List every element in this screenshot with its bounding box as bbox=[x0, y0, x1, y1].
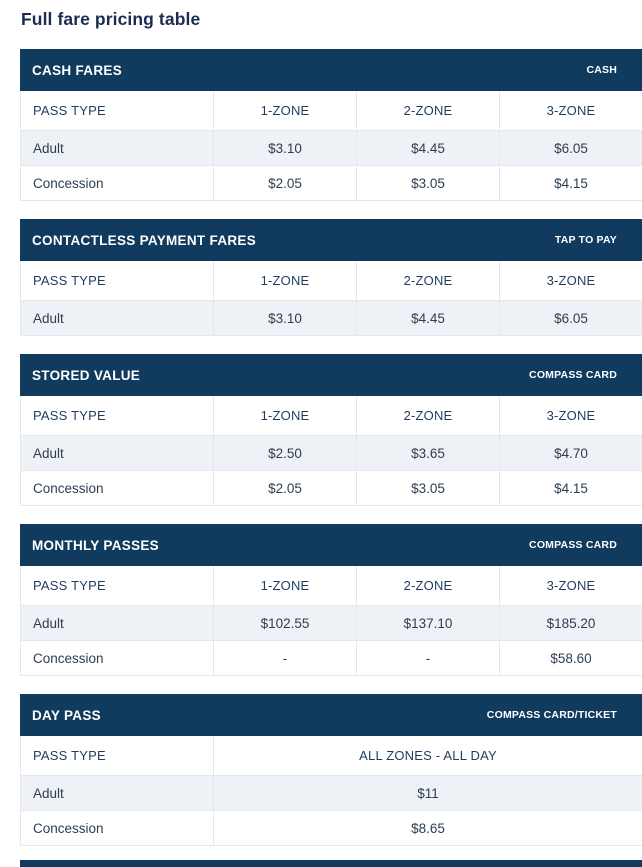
column-header-cell: 3-ZONE bbox=[499, 566, 642, 605]
price-cell: $4.15 bbox=[499, 471, 642, 505]
row-label-cell: Adult bbox=[33, 310, 64, 326]
column-header-row: PASS TYPE 1-ZONE 2-ZONE 3-ZONE bbox=[21, 396, 642, 436]
column-header-row: PASS TYPE ALL ZONES - ALL DAY bbox=[21, 736, 642, 776]
table-title: DAY PASS bbox=[32, 707, 101, 723]
price-cell: $137.10 bbox=[356, 606, 499, 640]
column-header-row: PASS TYPE 1-ZONE 2-ZONE 3-ZONE bbox=[21, 566, 642, 606]
data-row: Concession $8.65 bbox=[21, 811, 642, 846]
price-cell: $3.05 bbox=[356, 471, 499, 505]
price-cell: $4.45 bbox=[356, 301, 499, 335]
fare-table-contactless-payment-fares: CONTACTLESS PAYMENT FARES TAP TO PAY PASS … bbox=[20, 219, 642, 336]
column-header-cell: 1-ZONE bbox=[213, 566, 356, 605]
table-title: CASH FARES bbox=[32, 62, 123, 78]
fare-table-cash-fares: CASH FARES CASH PASS TYPE 1-ZONE 2-ZONE 3-ZON… bbox=[20, 49, 642, 201]
price-cell: $4.15 bbox=[499, 166, 642, 200]
table-badge: COMPASS CARD bbox=[529, 369, 617, 381]
table-title: MONTHLY PASSES bbox=[32, 537, 159, 553]
row-label-cell: Concession bbox=[33, 650, 104, 666]
column-header-cell: PASS TYPE bbox=[33, 578, 106, 593]
column-header-cell: 1-ZONE bbox=[213, 261, 356, 300]
price-cell: $185.20 bbox=[499, 606, 642, 640]
column-header-cell: 3-ZONE bbox=[499, 91, 642, 130]
price-cell: $2.05 bbox=[213, 166, 356, 200]
fare-table-day-pass: DAY PASS COMPASS CARD/TICKET PASS TYPE ALL … bbox=[20, 694, 642, 846]
price-cell: $2.50 bbox=[213, 436, 356, 470]
table-title: STORED VALUE bbox=[32, 367, 141, 383]
table-badge: CASH bbox=[586, 64, 617, 76]
row-label-cell: Adult bbox=[33, 140, 64, 156]
price-cell: $4.45 bbox=[356, 131, 499, 165]
price-cell: $58.60 bbox=[499, 641, 642, 675]
column-header-cell: 1-ZONE bbox=[213, 91, 356, 130]
fare-pricing-page: Full fare pricing table CASH FARES CASH PA… bbox=[0, 7, 642, 846]
column-header-cell: PASS TYPE bbox=[33, 103, 106, 118]
data-row: Adult $3.10 $4.45 $6.05 bbox=[21, 131, 642, 166]
data-row: Adult $11 bbox=[21, 776, 642, 811]
price-cell: $3.10 bbox=[213, 131, 356, 165]
table-header-day-pass: DAY PASS COMPASS CARD/TICKET bbox=[20, 694, 642, 736]
row-label-cell: Concession bbox=[33, 480, 104, 496]
price-cell: $11 bbox=[213, 776, 642, 810]
table-body: PASS TYPE 1-ZONE 2-ZONE 3-ZONE Adult $3.10 $4.… bbox=[20, 91, 642, 201]
data-row: Concession $2.05 $3.05 $4.15 bbox=[21, 166, 642, 201]
table-body: PASS TYPE 1-ZONE 2-ZONE 3-ZONE Adult $102.55 $… bbox=[20, 566, 642, 676]
price-cell: $6.05 bbox=[499, 131, 642, 165]
table-badge: TAP TO PAY bbox=[554, 234, 617, 246]
fare-tables-container: CASH FARES CASH PASS TYPE 1-ZONE 2-ZONE 3-ZON… bbox=[20, 49, 642, 846]
column-header-cell: 2-ZONE bbox=[356, 566, 499, 605]
table-body: PASS TYPE ALL ZONES - ALL DAY Adult $11 Conc… bbox=[20, 736, 642, 846]
table-header-cash-fares: CASH FARES CASH bbox=[20, 49, 642, 91]
column-header-cell: 2-ZONE bbox=[356, 91, 499, 130]
column-header-cell: 2-ZONE bbox=[356, 261, 499, 300]
column-header-row: PASS TYPE 1-ZONE 2-ZONE 3-ZONE bbox=[21, 261, 642, 301]
price-cell: - bbox=[213, 641, 356, 675]
data-row: Adult $3.10 $4.45 $6.05 bbox=[21, 301, 642, 336]
table-title: CONTACTLESS PAYMENT FARES bbox=[32, 232, 257, 248]
column-header-cell: 1-ZONE bbox=[213, 396, 356, 435]
table-header-contactless-payment-fares: CONTACTLESS PAYMENT FARES TAP TO PAY bbox=[20, 219, 642, 261]
column-header-cell: ALL ZONES - ALL DAY bbox=[213, 736, 642, 775]
data-row: Adult $102.55 $137.10 $185.20 bbox=[21, 606, 642, 641]
column-header-cell: PASS TYPE bbox=[33, 748, 106, 763]
page-title: Full fare pricing table bbox=[21, 9, 201, 29]
row-label-cell: Concession bbox=[33, 820, 104, 836]
next-table-header-partial bbox=[20, 860, 642, 867]
price-cell: $3.05 bbox=[356, 166, 499, 200]
price-cell: $2.05 bbox=[213, 471, 356, 505]
price-cell: $8.65 bbox=[213, 811, 642, 845]
fare-table-stored-value: STORED VALUE COMPASS CARD PASS TYPE 1-ZONE 2… bbox=[20, 354, 642, 506]
data-row: Concession $2.05 $3.05 $4.15 bbox=[21, 471, 642, 506]
table-badge: COMPASS CARD bbox=[529, 539, 617, 551]
column-header-cell: 3-ZONE bbox=[499, 261, 642, 300]
column-header-cell: 3-ZONE bbox=[499, 396, 642, 435]
column-header-cell: PASS TYPE bbox=[33, 408, 106, 423]
column-header-cell: PASS TYPE bbox=[33, 273, 106, 288]
column-header-row: PASS TYPE 1-ZONE 2-ZONE 3-ZONE bbox=[21, 91, 642, 131]
table-badge: COMPASS CARD/TICKET bbox=[486, 709, 617, 721]
price-cell: $3.65 bbox=[356, 436, 499, 470]
data-row: Concession - - $58.60 bbox=[21, 641, 642, 676]
row-label-cell: Adult bbox=[33, 445, 64, 461]
table-header-stored-value: STORED VALUE COMPASS CARD bbox=[20, 354, 642, 396]
column-header-cell: 2-ZONE bbox=[356, 396, 499, 435]
price-cell: $6.05 bbox=[499, 301, 642, 335]
row-label-cell: Adult bbox=[33, 615, 64, 631]
price-cell: $3.10 bbox=[213, 301, 356, 335]
price-cell: $102.55 bbox=[213, 606, 356, 640]
table-header-monthly-passes: MONTHLY PASSES COMPASS CARD bbox=[20, 524, 642, 566]
row-label-cell: Adult bbox=[33, 785, 64, 801]
price-cell: $4.70 bbox=[499, 436, 642, 470]
price-cell: - bbox=[356, 641, 499, 675]
row-label-cell: Concession bbox=[33, 175, 104, 191]
fare-table-monthly-passes: MONTHLY PASSES COMPASS CARD PASS TYPE 1-ZON… bbox=[20, 524, 642, 676]
table-body: PASS TYPE 1-ZONE 2-ZONE 3-ZONE Adult $2.50 $3.… bbox=[20, 396, 642, 506]
table-body: PASS TYPE 1-ZONE 2-ZONE 3-ZONE Adult $3.10 $4.… bbox=[20, 261, 642, 336]
data-row: Adult $2.50 $3.65 $4.70 bbox=[21, 436, 642, 471]
